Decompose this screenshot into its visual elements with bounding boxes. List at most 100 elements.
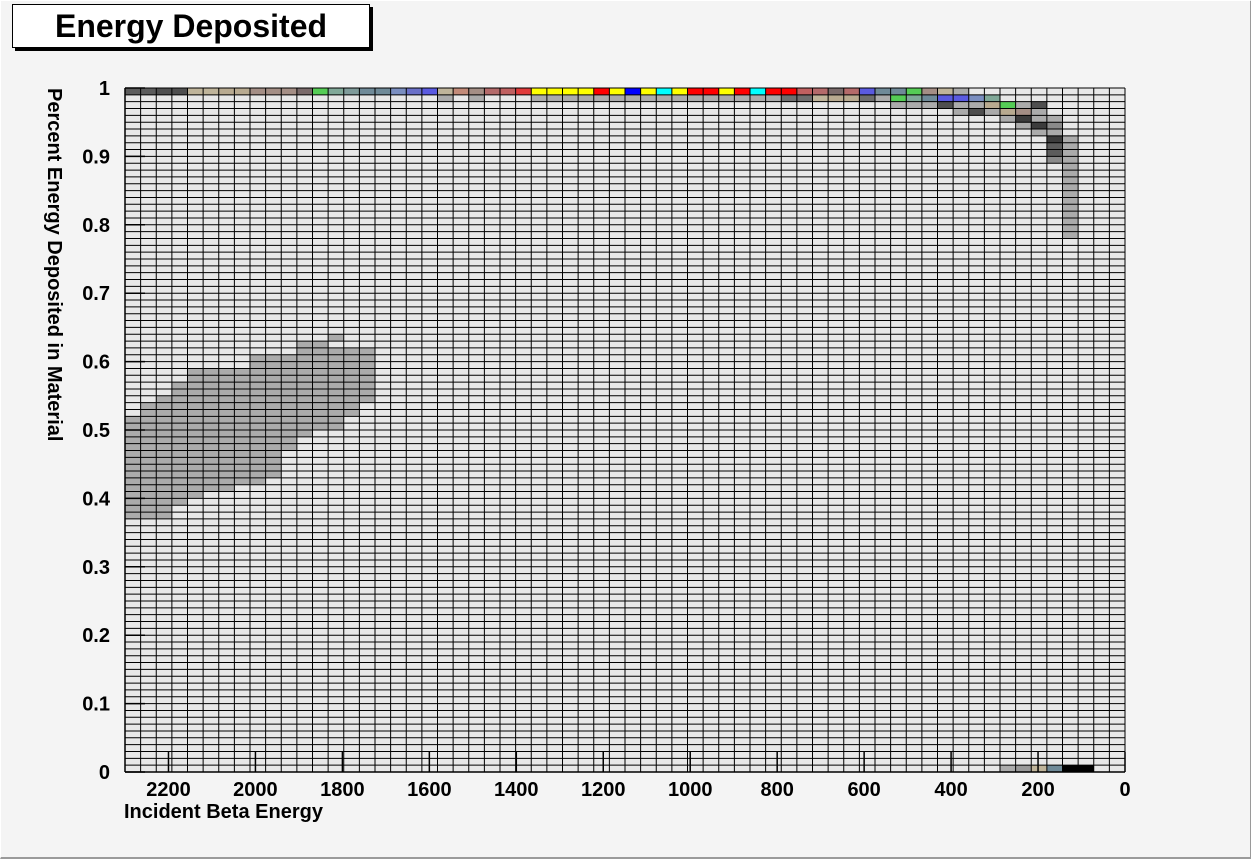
heat-cell [1062,156,1079,164]
heat-cell [187,409,204,417]
heat-cell [265,368,282,376]
heat-cell [781,94,797,102]
heat-cell [234,382,250,389]
heat-cell [265,416,282,424]
heat-cell [328,375,344,383]
heat-cell [1062,142,1079,150]
y-tick-label: 0.6 [82,352,110,374]
heat-cell [312,409,329,417]
heat-cell [296,402,313,410]
heat-cell [750,94,766,102]
heat-cell [859,94,875,102]
heat-cell [296,375,313,383]
heat-cell [296,347,313,355]
heat-cell [187,88,204,95]
x-tick-label: 1400 [494,779,539,801]
heat-cell [281,416,297,424]
heat-cell [203,443,219,451]
y-tick-label: 0.8 [82,215,110,237]
heat-cell [296,423,313,430]
heat-cell [156,477,172,485]
heat-cell [312,347,329,355]
heat-cell [765,94,782,102]
heat-cell [328,388,344,396]
heat-cell [984,101,1000,109]
heat-cell [296,361,313,369]
heat-cell [171,430,188,437]
heat-cell [171,471,188,478]
y-tick-label: 1 [99,78,110,100]
heat-cell [171,88,188,95]
y-tick-label: 0.4 [82,488,111,510]
heat-cell [1015,765,1032,772]
heat-cell [250,436,266,444]
heat-cell [171,477,188,485]
heat-cell [218,368,235,376]
heat-cell [140,430,157,437]
heat-cell [140,416,157,424]
heat-cell [140,402,157,410]
heat-cell [265,443,282,451]
x-tick-label: 0 [1119,779,1130,801]
heat-cell [1046,135,1063,143]
x-tick-label: 1600 [407,779,452,801]
heat-cell [968,108,985,116]
heat-cell [140,457,157,465]
heat-cell [218,402,235,410]
heat-cell [156,423,172,430]
heat-cell [218,416,235,424]
heat-cell [187,423,204,430]
heat-cell [531,88,547,95]
heat-cell [265,409,282,417]
labels-layer: 2200 2000 1800 1600 1400 1200 1000 800 600 400 200… [82,78,1130,801]
heat-cell [250,471,266,478]
heat-cell [343,375,360,383]
heat-cell [234,443,250,451]
heat-cell [1062,183,1079,191]
heat-cell [140,498,157,506]
heat-cell [359,361,375,369]
heat-cell [1062,197,1079,205]
heat-cell [187,464,204,472]
heat-cell [953,94,969,102]
heat-cell [265,402,282,410]
heat-cell [250,402,266,410]
heat-cell [296,368,313,376]
heat-cell [203,484,219,492]
heat-cell [125,450,141,458]
heat-cell [343,388,360,396]
heat-cell [359,395,375,403]
heat-cell [312,395,329,403]
heat-cell [718,94,735,102]
heat-cell [140,409,157,417]
heat-cell [281,368,297,376]
heat-cell [968,101,985,109]
heat-cell [312,416,329,424]
heat-cell [187,388,204,396]
heat-cell [203,368,219,376]
heat-cell [656,88,672,95]
heat-cell [250,354,266,362]
heat-cell [203,395,219,403]
heat-cell [390,88,407,95]
heat-cell [187,436,204,444]
heat-cell [203,88,219,95]
heat-cell [343,395,360,403]
heat-cell [203,457,219,465]
heat-cell [265,471,282,478]
x-tick-label: 200 [1021,779,1054,801]
heat-cell [359,368,375,376]
heat-cell [171,388,188,396]
heat-cell [1000,115,1016,123]
heat-cell [250,430,266,437]
heat-cell [203,430,219,437]
heat-cell [1031,101,1047,109]
heat-cell [218,388,235,396]
heat-cell [156,430,172,437]
heat-cell [640,88,657,95]
heat-cell [296,382,313,389]
heat-cell [250,464,266,472]
heat-cell [1031,115,1047,123]
heat-cell [234,477,250,485]
heat-cell [125,457,141,465]
